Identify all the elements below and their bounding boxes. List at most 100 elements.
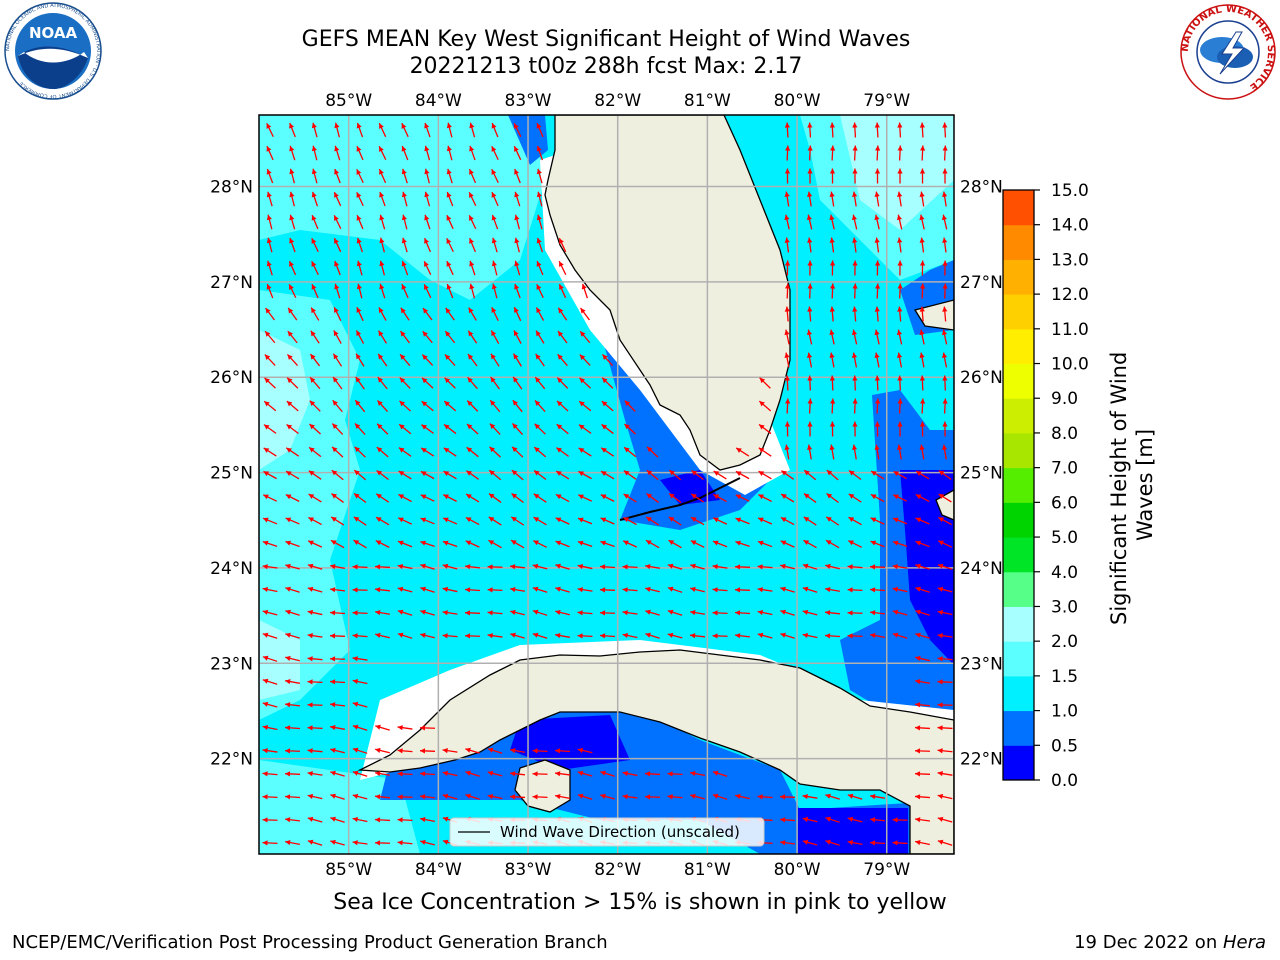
wave-arrow-icon xyxy=(466,446,479,458)
wave-arrow-icon xyxy=(331,446,344,458)
wave-arrow-icon xyxy=(897,306,903,322)
colorbar-segment xyxy=(1003,467,1034,503)
colorbar-tick-label: 1.0 xyxy=(1051,702,1078,722)
wave-arrow-icon xyxy=(285,540,300,548)
wave-arrow-icon xyxy=(897,398,903,414)
wave-arrow-icon xyxy=(419,725,436,731)
wave-arrow-icon xyxy=(513,330,522,344)
wave-arrow-icon xyxy=(311,122,318,138)
sea-ice-note: Sea Ice Concentration > 15% is shown in … xyxy=(333,890,947,915)
wave-arrow-icon xyxy=(892,494,908,502)
wave-arrow-icon xyxy=(401,168,408,184)
wave-arrow-icon xyxy=(442,540,458,548)
wave-arrow-icon xyxy=(355,330,365,344)
wave-arrow-icon xyxy=(807,283,813,299)
wave-arrow-icon xyxy=(807,122,813,138)
wave-arrow-icon xyxy=(289,122,296,138)
wave-arrow-icon xyxy=(712,770,728,777)
colorbar-segment xyxy=(1003,745,1034,781)
lat-label-left: 22°N xyxy=(210,750,253,770)
wave-arrow-icon xyxy=(419,794,436,800)
wave-arrow-icon xyxy=(532,563,548,570)
wave-arrow-icon xyxy=(852,398,858,414)
wave-arrow-icon xyxy=(852,260,858,276)
wave-arrow-icon xyxy=(897,237,903,253)
wave-arrow-icon xyxy=(510,632,525,639)
wave-arrow-icon xyxy=(487,770,503,777)
wave-arrow-icon xyxy=(577,770,593,777)
wave-arrow-icon xyxy=(398,493,412,503)
wave-arrow-icon xyxy=(286,423,299,435)
wave-arrow-icon xyxy=(400,307,410,321)
wave-arrow-icon xyxy=(330,539,345,549)
colorbar-segment xyxy=(1003,190,1034,226)
wave-arrow-icon xyxy=(690,770,705,777)
lon-label-top: 79°W xyxy=(863,91,910,111)
wave-arrow-icon xyxy=(536,283,544,299)
wave-arrow-icon xyxy=(847,587,863,593)
wave-arrow-icon xyxy=(334,283,341,299)
wave-arrow-icon xyxy=(870,632,885,639)
wave-arrow-icon xyxy=(915,655,930,662)
wave-arrow-icon xyxy=(557,307,568,321)
colorbar-tick-label: 14.0 xyxy=(1051,216,1089,236)
wave-arrow-icon xyxy=(356,145,364,161)
wave-arrow-icon xyxy=(852,122,858,138)
wave-arrow-icon xyxy=(644,794,661,800)
wave-arrow-icon xyxy=(600,517,615,525)
wave-arrow-icon xyxy=(308,516,322,526)
wave-arrow-icon xyxy=(919,375,925,391)
wave-arrow-icon xyxy=(892,840,908,846)
wave-arrow-icon xyxy=(375,493,390,503)
wave-arrow-icon xyxy=(511,423,524,435)
wave-arrow-icon xyxy=(330,816,345,823)
wave-arrow-icon xyxy=(623,446,637,458)
wave-arrow-icon xyxy=(757,517,773,525)
wave-arrow-icon xyxy=(356,122,364,138)
colorbar-segment xyxy=(1003,363,1034,399)
wave-arrow-icon xyxy=(469,260,476,276)
wave-arrow-icon xyxy=(262,771,278,777)
wave-arrow-icon xyxy=(284,794,301,800)
wave-arrow-icon xyxy=(622,794,638,800)
colorbar-tick-label: 0.0 xyxy=(1051,771,1078,791)
wave-arrow-icon xyxy=(465,540,480,548)
wave-arrow-icon xyxy=(374,587,391,593)
wave-arrow-icon xyxy=(263,424,277,434)
colorbar-ticks: 0.0 0.5 1.0 1.5 2.0 3.0 4.0 5.0 6.0 7.0 8.0 9.0 10.0… xyxy=(1034,181,1089,791)
wave-arrow-icon xyxy=(284,817,301,823)
wave-arrow-icon xyxy=(464,587,481,593)
wave-arrow-icon xyxy=(646,493,659,503)
wave-arrow-icon xyxy=(691,469,704,481)
wave-arrow-icon xyxy=(514,283,521,299)
wave-zone-south-east xyxy=(798,808,908,854)
wave-arrow-icon xyxy=(919,444,925,460)
chart-subtitle: 20221213 t00z 288h fcst Max: 2.17 xyxy=(409,54,803,79)
wave-arrow-icon xyxy=(826,492,839,504)
wave-arrow-icon xyxy=(442,770,458,777)
wave-arrow-icon xyxy=(942,122,948,138)
wave-arrow-icon xyxy=(401,260,409,276)
wave-arrow-icon xyxy=(942,145,948,161)
wave-arrow-icon xyxy=(464,633,481,639)
wave-arrow-icon xyxy=(577,610,593,616)
wave-arrow-icon xyxy=(784,260,791,276)
wave-arrow-icon xyxy=(536,191,543,207)
wave-arrow-icon xyxy=(264,354,276,366)
wave-arrow-icon xyxy=(491,237,498,253)
wave-arrow-icon xyxy=(285,470,300,480)
wave-arrow-icon xyxy=(758,400,772,412)
wave-arrow-icon xyxy=(266,122,274,138)
wave-arrow-icon xyxy=(442,517,458,525)
wave-arrow-icon xyxy=(509,748,526,754)
wave-arrow-icon xyxy=(668,492,682,504)
wave-arrow-icon xyxy=(712,540,728,548)
lat-label-left: 28°N xyxy=(210,178,253,198)
wave-arrow-icon xyxy=(825,816,840,823)
wave-arrow-icon xyxy=(467,376,478,390)
wave-arrow-icon xyxy=(510,539,525,549)
wave-arrow-icon xyxy=(356,306,364,322)
wave-arrow-icon xyxy=(289,168,296,184)
wave-arrow-icon xyxy=(874,375,880,391)
wave-arrow-icon xyxy=(829,260,836,276)
